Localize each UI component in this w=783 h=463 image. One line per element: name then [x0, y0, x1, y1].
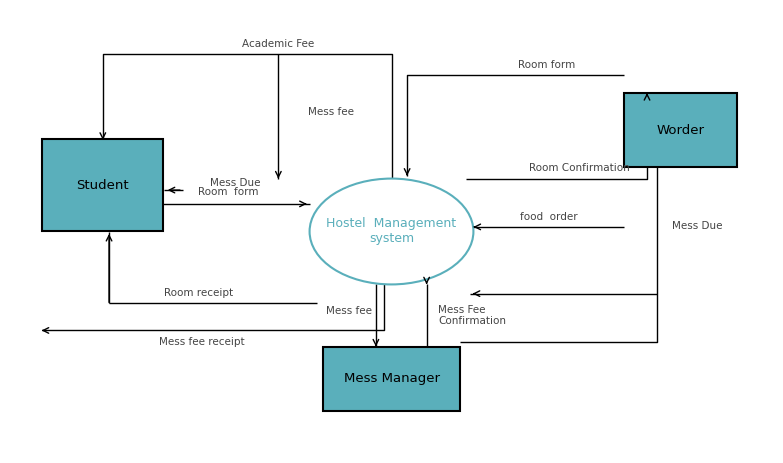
Text: Mess fee: Mess fee — [326, 306, 372, 316]
Text: Worder: Worder — [656, 124, 704, 137]
Ellipse shape — [309, 179, 474, 284]
Text: Mess Due: Mess Due — [673, 221, 723, 231]
Text: Student: Student — [77, 179, 129, 192]
Text: Academic Fee: Academic Fee — [242, 39, 315, 49]
Bar — [323, 347, 460, 411]
Text: Mess fee receipt: Mess fee receipt — [158, 337, 244, 347]
Text: Room form: Room form — [518, 60, 576, 70]
Bar — [623, 94, 737, 167]
Text: food  order: food order — [520, 212, 577, 222]
Text: Room  form: Room form — [198, 188, 259, 197]
Text: Mess Fee
Confirmation: Mess Fee Confirmation — [438, 305, 507, 326]
Text: Mess Manager: Mess Manager — [344, 372, 439, 385]
Text: Hostel  Management
system: Hostel Management system — [327, 218, 456, 245]
Text: Room receipt: Room receipt — [164, 288, 233, 298]
Bar — [42, 139, 164, 232]
Text: Mess Due: Mess Due — [210, 178, 261, 188]
Text: Room Confirmation: Room Confirmation — [529, 163, 630, 174]
Text: Mess fee: Mess fee — [308, 107, 354, 117]
